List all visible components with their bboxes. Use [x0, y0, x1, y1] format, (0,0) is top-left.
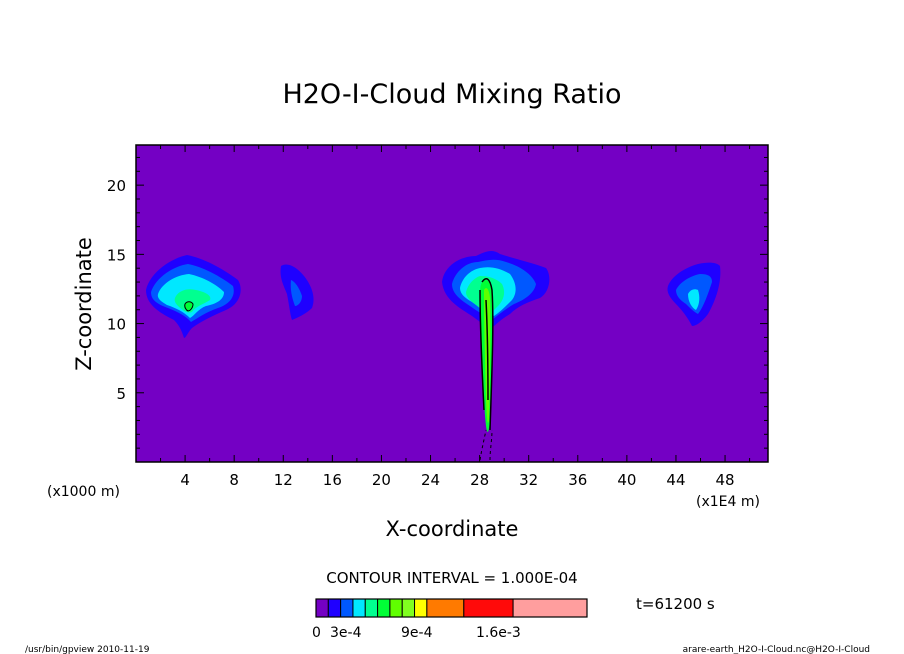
x-tick-label: 8: [229, 471, 239, 489]
colorbar-swatch: [463, 598, 514, 618]
contour-line-core: [479, 277, 494, 431]
y-tick-label: 15: [107, 246, 126, 264]
contour-fill-level-2: [290, 280, 302, 306]
colorbar: [315, 598, 588, 618]
x-tick-marks: 4 8 12 16 20 24 28 32 36 40 44 48: [160, 145, 751, 489]
x-unit-right: (x1E4 m): [696, 494, 760, 510]
colorbar-swatch: [389, 598, 403, 618]
footer-left: /usr/bin/gpview 2010-11-19: [25, 645, 150, 654]
x-tick-label: 24: [421, 471, 440, 489]
field-background: [136, 145, 768, 462]
x-unit-left: (x1000 m): [47, 484, 120, 500]
x-tick-label: 40: [617, 471, 636, 489]
colorbar-swatch: [352, 598, 366, 618]
footer-right: arare-earth_H2O-I-Cloud.nc@H2O-I-Cloud: [683, 645, 870, 654]
contour-fill-level-3: [688, 289, 700, 310]
colorbar-label: 1.6e-3: [476, 625, 521, 641]
cloud-cell-x45: [667, 262, 721, 326]
contour-line-dashed: [479, 429, 493, 461]
y-tick-label: 10: [107, 316, 126, 334]
time-label: t=61200 s: [636, 595, 715, 613]
x-tick-label: 20: [372, 471, 391, 489]
colorbar-swatch: [364, 598, 379, 618]
cloud-cell-x13: [280, 264, 314, 320]
y-axis-title: Z-coordinate: [72, 237, 96, 371]
chart-title: H2O-I-Cloud Mixing Ratio: [282, 79, 621, 110]
colorbar-swatch: [414, 598, 428, 618]
contour-line: [184, 301, 194, 312]
colorbar-label: 3e-4: [330, 625, 362, 641]
colorbar-swatch: [327, 598, 342, 618]
x-tick-label: 36: [568, 471, 587, 489]
plot-frame: [135, 144, 769, 463]
colorbar-swatch: [512, 598, 588, 618]
cloud-cell-x28: [442, 250, 550, 461]
colorbar-label: 9e-4: [401, 625, 433, 641]
x-tick-label: 28: [470, 471, 489, 489]
contour-interval-label: CONTOUR INTERVAL = 1.000E-04: [326, 569, 577, 587]
y-tick-marks: 5 10 15 20: [107, 156, 768, 449]
y-tick-label: 5: [116, 385, 126, 403]
x-tick-label: 16: [323, 471, 342, 489]
colorbar-swatch: [377, 598, 391, 618]
x-tick-label: 4: [180, 471, 190, 489]
colorbar-label: 0: [312, 625, 321, 641]
colorbar-swatch: [401, 598, 416, 618]
colorbar-frame: [315, 598, 588, 618]
x-tick-label: 12: [274, 471, 293, 489]
x-axis-title: X-coordinate: [386, 517, 519, 541]
y-tick-label: 20: [107, 177, 126, 195]
colorbar-swatch: [426, 598, 465, 618]
x-tick-label: 48: [716, 471, 735, 489]
x-tick-label: 32: [519, 471, 538, 489]
x-tick-label: 44: [666, 471, 685, 489]
colorbar-swatch: [315, 598, 329, 618]
contour-fill-level-4: [174, 289, 211, 313]
colorbar-swatch: [340, 598, 354, 618]
cloud-cell-x4: [146, 255, 241, 338]
